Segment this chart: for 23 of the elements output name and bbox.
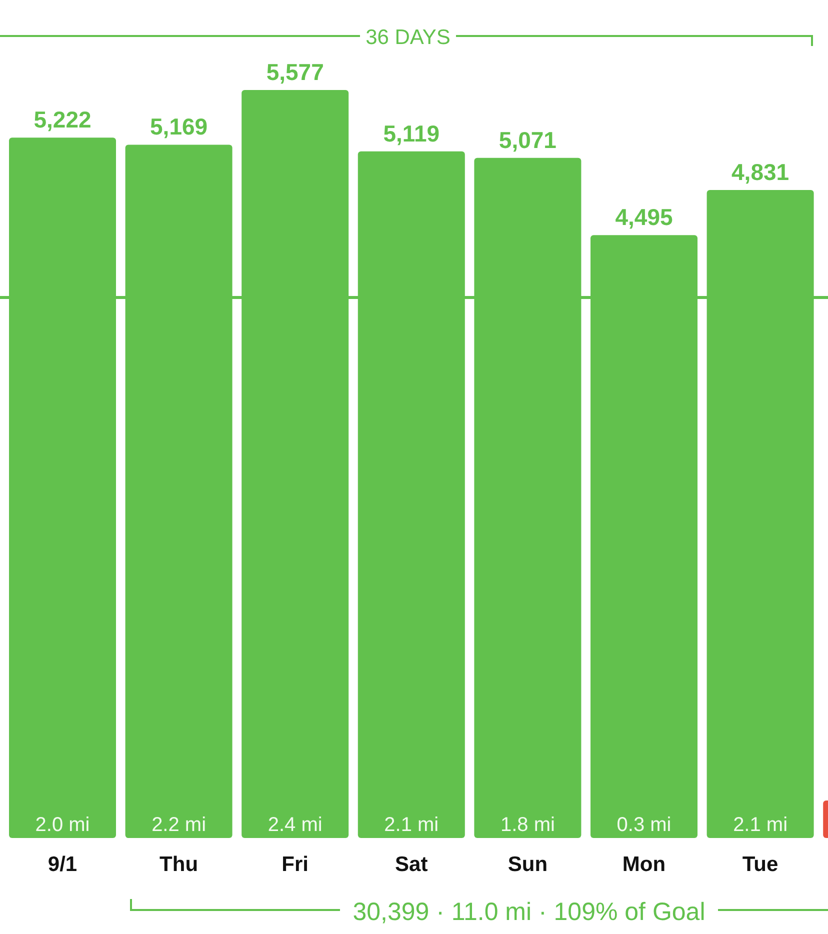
text: 30,399 · 11.0 mi · 109% of Goal [352, 898, 706, 926]
annotation: 0.3 mi [616, 814, 672, 836]
data-label: 5,169 [150, 114, 208, 140]
annotation: 2.4 mi [268, 814, 322, 836]
x-tick-label: Thu [160, 853, 198, 876]
data-label: 4,831 [732, 159, 790, 186]
x-tick-label: Mon [622, 853, 666, 876]
data-label: 5,071 [498, 126, 557, 153]
text: 36 DAYS [366, 26, 450, 49]
data-label: 5,222 [34, 106, 92, 133]
data-label: 5,119 [383, 120, 440, 146]
annotation: 2.1 mi [384, 814, 439, 836]
annotation: 1.8 mi [500, 814, 555, 836]
annotation: 2.1 mi [733, 814, 788, 836]
x-tick-label: Sun [508, 853, 548, 876]
x-tick-label: 9/1 [48, 853, 78, 876]
data-label: 4,495 [615, 204, 673, 230]
annotation: 2.2 mi [152, 814, 206, 836]
x-tick-label: Sat [395, 853, 428, 876]
x-tick-label: Tue [742, 853, 778, 876]
data-label: 5,577 [266, 59, 324, 85]
x-tick-label: Fri [282, 853, 309, 876]
annotation: 2.0 mi [35, 814, 90, 836]
